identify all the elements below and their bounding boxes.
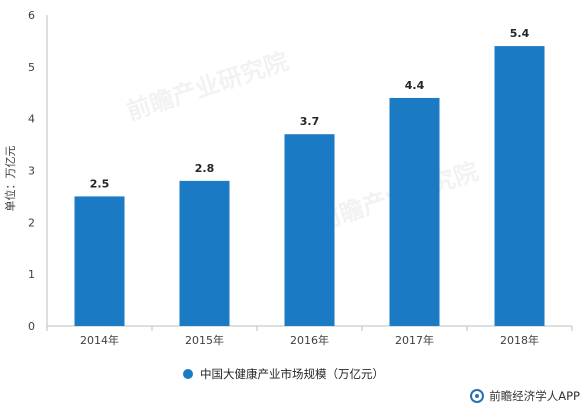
legend-marker [183, 369, 193, 379]
x-tick-label-2: 2016年 [290, 333, 329, 347]
data-label-0: 2.5 [90, 177, 110, 190]
x-tick-label-1: 2015年 [185, 333, 224, 347]
y-axis-title: 单位：万亿元 [3, 146, 17, 212]
data-labels: 2.5 2.8 3.7 4.4 5.4 [90, 27, 530, 190]
y-tick-label-4: 4 [28, 113, 35, 126]
legend: 中国大健康产业市场规模（万亿元） [183, 366, 384, 382]
legend-label: 中国大健康产业市场规模（万亿元） [200, 367, 384, 381]
data-label-4: 5.4 [510, 27, 530, 40]
bars [74, 46, 545, 326]
data-label-2: 3.7 [300, 115, 320, 128]
bar-0 [74, 196, 125, 326]
footer-text: 前瞻经济学人APP [489, 389, 580, 403]
watermark-text-0: 前瞻产业研究院 [123, 47, 291, 126]
y-tick-label-1: 1 [28, 268, 35, 281]
y-tick-label-0: 0 [28, 320, 35, 333]
data-label-3: 4.4 [405, 79, 425, 92]
data-label-1: 2.8 [195, 162, 215, 175]
x-tick-label-3: 2017年 [395, 333, 434, 347]
bar-2 [284, 134, 335, 326]
x-tick-label-4: 2018年 [500, 333, 539, 347]
y-tick-label-6: 6 [28, 9, 35, 22]
bar-4 [494, 46, 545, 326]
bar-3 [389, 97, 440, 326]
y-tick-label-3: 3 [28, 165, 35, 178]
y-tick-label-2: 2 [28, 216, 35, 229]
footer-credit: 前瞻经济学人APP [470, 388, 580, 404]
y-tick-label-5: 5 [28, 61, 35, 74]
app-logo-icon [470, 389, 485, 403]
x-tick-label-0: 2014年 [80, 333, 119, 347]
bar-1 [179, 180, 230, 326]
